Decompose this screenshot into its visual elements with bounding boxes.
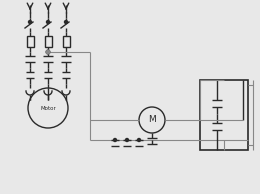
Circle shape [46,50,50,54]
Bar [44,36,51,47]
Circle shape [47,21,49,23]
Circle shape [64,21,68,23]
Circle shape [114,139,116,141]
Circle shape [126,139,128,141]
Bar [200,80,248,150]
Bar [27,36,34,47]
Text: M: M [148,115,156,125]
Bar [62,36,69,47]
Circle shape [29,21,31,23]
Text: Motor: Motor [40,106,56,111]
Circle shape [46,50,50,54]
Circle shape [138,139,140,141]
